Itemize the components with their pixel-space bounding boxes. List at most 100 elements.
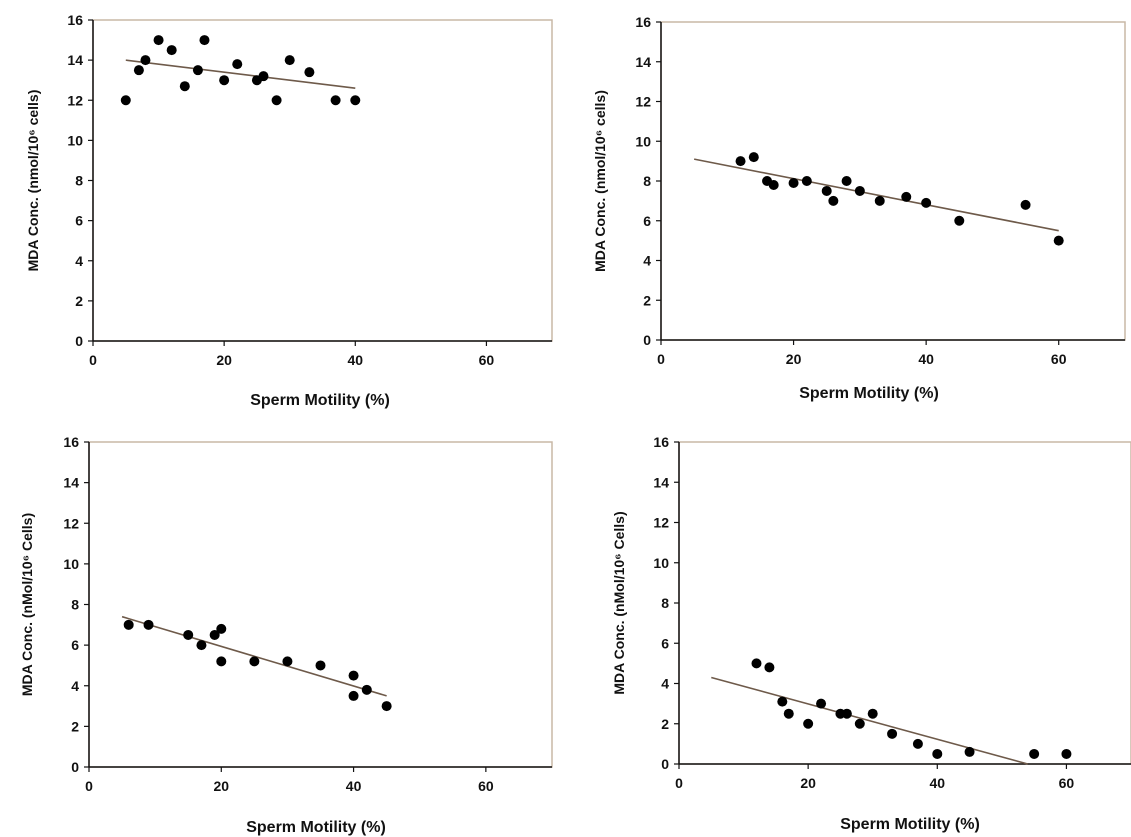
panel-1-data-point xyxy=(330,95,341,106)
panel-4-x-tick-label: 20 xyxy=(800,775,816,791)
panel-1-data-point xyxy=(304,67,315,78)
panel-1-y-tick-label: 0 xyxy=(75,333,83,349)
panel-2-data-point xyxy=(735,156,746,167)
panel-2-data-point xyxy=(901,191,912,202)
panel-1-data-point xyxy=(199,35,210,46)
panel-1-y-axis-label: MDA Conc. (nmol/10⁶ cells) xyxy=(25,90,41,272)
panel-1-data-point xyxy=(179,81,190,92)
panel-3-y-tick-label: 12 xyxy=(63,515,79,531)
panel-4-data-point xyxy=(887,728,898,739)
panel-2-x-axis-label: Sperm Motility (%) xyxy=(799,385,939,402)
panel-1-plot-frame xyxy=(92,19,553,342)
panel-1-data-point xyxy=(284,55,295,66)
panel-2-data-point xyxy=(788,177,799,188)
panel-3-data-point xyxy=(183,629,194,640)
panel-3-data-point xyxy=(249,656,260,667)
panel-1-x-tick-label: 60 xyxy=(479,352,495,368)
panel-2-y-tick-label: 4 xyxy=(643,253,651,269)
panel-4-x-tick-label: 60 xyxy=(1059,775,1075,791)
panel-3-x-tick-label: 20 xyxy=(213,778,229,794)
panel-4-data-point xyxy=(964,746,975,757)
panel-1-x-axis-label: Sperm Motility (%) xyxy=(250,392,390,409)
panel-4-y-tick-label: 0 xyxy=(661,756,669,772)
panel-1-y-tick-label: 10 xyxy=(67,132,83,148)
panel-2-y-tick-label: 12 xyxy=(635,94,651,110)
panel-1-y-tick-label: 8 xyxy=(75,173,83,189)
panel-4-y-axis-label: MDA Conc. (nMol/10⁶ Cells) xyxy=(611,511,627,694)
panel-4-y-tick-label: 16 xyxy=(653,434,669,450)
panel-1-data-point xyxy=(219,75,230,86)
panel-1-x-tick-label: 20 xyxy=(216,352,232,368)
panel-4-data-point xyxy=(783,708,794,719)
panel-4-y-tick-label: 12 xyxy=(653,515,669,531)
panel-3-x-axis-label: Sperm Motility (%) xyxy=(246,819,386,836)
panel-2-data-point xyxy=(821,185,832,196)
panel-2-data-point xyxy=(1020,199,1031,210)
panel-4-data-point xyxy=(1061,748,1072,759)
panel-3-y-tick-label: 2 xyxy=(71,718,79,734)
panel-3-y-tick-label: 0 xyxy=(71,759,79,775)
panel-3-y-tick-label: 16 xyxy=(63,434,79,450)
panel-1-x-tick-label: 40 xyxy=(347,352,363,368)
panel-3-x-tick-label: 40 xyxy=(346,778,362,794)
panel-4-data-point xyxy=(751,658,762,669)
panel-4-plot-frame xyxy=(678,441,1131,765)
panel-4-trend-line xyxy=(711,676,1028,765)
panel-2-y-axis-label: MDA Conc. (nmol/10⁶ cells) xyxy=(592,90,608,272)
panel-2-data-point xyxy=(828,195,839,206)
panel-1-data-point xyxy=(271,95,282,106)
panel-2-y-tick-label: 2 xyxy=(643,292,651,308)
panel-3-y-tick-label: 8 xyxy=(71,597,79,613)
panel-2-y-tick-label: 8 xyxy=(643,173,651,189)
panel-2-x-tick-label: 60 xyxy=(1051,351,1067,367)
panel-2-y-tick-label: 16 xyxy=(635,14,651,30)
panel-4-y-tick-label: 8 xyxy=(661,595,669,611)
panel-1-data-point xyxy=(232,59,243,70)
panel-2-y-tick-label: 6 xyxy=(643,213,651,229)
panel-3-data-point xyxy=(315,660,326,671)
panel-2-data-point xyxy=(954,215,965,226)
panel-1-data-point xyxy=(120,95,131,106)
panel-2-plot-frame xyxy=(660,21,1126,341)
panel-3-data-point xyxy=(216,656,227,667)
panel-2-y-tick-label: 0 xyxy=(643,332,651,348)
panel-3-data-point xyxy=(123,619,134,630)
panel-4-data-point xyxy=(764,662,775,673)
panel-2-data-point xyxy=(874,195,885,206)
panel-4-y-tick-label: 4 xyxy=(661,676,669,692)
panel-1-y-tick-label: 14 xyxy=(67,52,83,68)
panel-2-data-point xyxy=(801,176,812,186)
panel-2-x-tick-label: 0 xyxy=(657,351,665,367)
panel-3-data-point xyxy=(209,629,220,640)
panel-3-x-tick-label: 60 xyxy=(478,778,494,794)
panel-4-data-point xyxy=(803,718,814,729)
panel-1-trend-line xyxy=(125,59,356,90)
panel-3-data-point xyxy=(348,690,359,701)
panel-3-data-point xyxy=(381,701,392,712)
panel-1-data-point xyxy=(350,95,361,106)
panel-3-y-tick-label: 14 xyxy=(63,475,79,491)
panel-2-y-tick-label: 14 xyxy=(635,54,651,70)
panel-1-y-tick-label: 4 xyxy=(75,253,83,269)
panel-4-x-axis-label: Sperm Motility (%) xyxy=(840,816,980,833)
panel-1-y-tick-label: 12 xyxy=(67,92,83,108)
panel-3-x-tick-label: 0 xyxy=(85,778,93,794)
panel-2-data-point xyxy=(748,152,759,163)
panel-2-y-tick-label: 10 xyxy=(635,133,651,149)
panel-1-x-tick-label: 0 xyxy=(89,352,97,368)
panel-2-data-point xyxy=(768,179,779,190)
panel-4-data-point xyxy=(816,698,827,709)
panel-1-data-point xyxy=(133,65,144,76)
panel-3-data-point xyxy=(361,684,372,695)
panel-1-y-tick-label: 6 xyxy=(75,213,83,229)
panel-4-y-tick-label: 2 xyxy=(661,716,669,732)
panel-1-y-tick-label: 2 xyxy=(75,293,83,309)
panel-1-data-point xyxy=(140,55,151,66)
panel-3-data-point xyxy=(143,619,154,630)
panel-1-data-point xyxy=(166,45,177,56)
panel-4-data-point xyxy=(867,708,878,719)
panel-2-data-point xyxy=(1053,235,1064,246)
panel-4-data-point xyxy=(1029,748,1040,759)
panel-4-data-point xyxy=(854,718,865,729)
panel-3-trend-line xyxy=(121,615,387,697)
